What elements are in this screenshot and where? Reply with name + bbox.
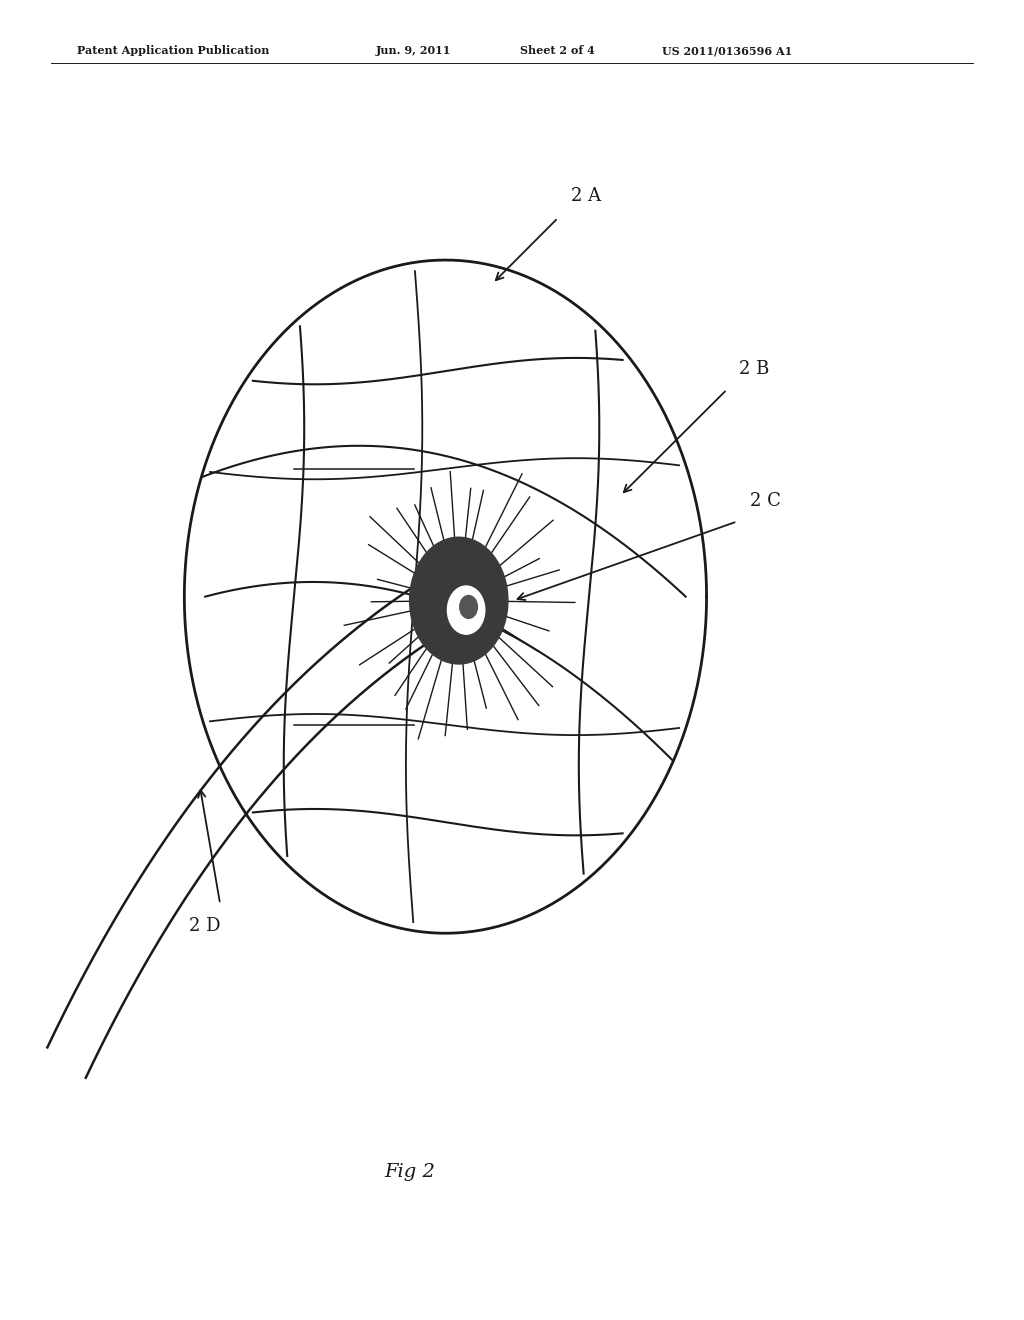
Text: Patent Application Publication: Patent Application Publication: [77, 45, 269, 57]
Text: 2 D: 2 D: [189, 916, 221, 935]
Circle shape: [460, 595, 477, 618]
Text: Sheet 2 of 4: Sheet 2 of 4: [520, 45, 595, 57]
Text: 2 A: 2 A: [571, 186, 601, 205]
Text: Fig 2: Fig 2: [384, 1163, 435, 1181]
Text: 2 C: 2 C: [750, 491, 780, 510]
Circle shape: [410, 537, 508, 664]
Circle shape: [447, 586, 484, 634]
Text: 2 B: 2 B: [739, 359, 770, 378]
Text: Jun. 9, 2011: Jun. 9, 2011: [376, 45, 452, 57]
Text: US 2011/0136596 A1: US 2011/0136596 A1: [662, 45, 792, 57]
